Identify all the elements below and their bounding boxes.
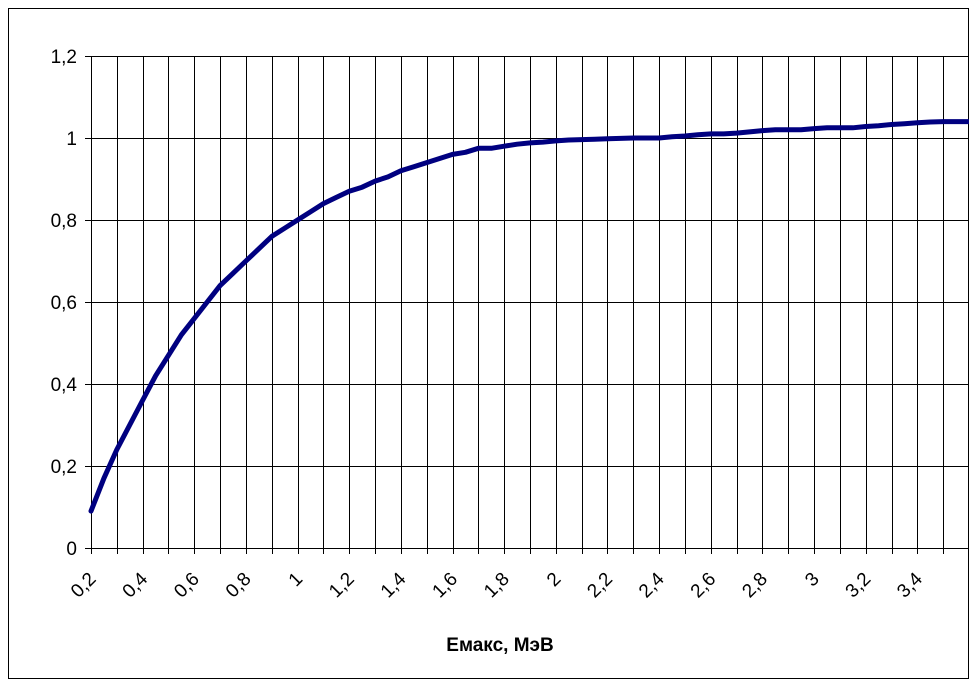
series-line <box>88 119 969 514</box>
y-tick-label: 1,2 <box>51 47 77 68</box>
chart-frame: 0 0,2 0,4 0,6 0,8 1 1,2 0,2 0,4 0,6 0,8 1 1,2 1,4 1,6… <box>8 8 969 679</box>
series <box>88 119 969 514</box>
y-axis-ticks: 0 0,2 0,4 0,6 0,8 1 1,2 <box>51 47 78 560</box>
y-tick-label: 0,8 <box>51 211 77 232</box>
y-tick-label: 1 <box>66 129 77 150</box>
line-chart: 00,20,40,60,811,2 0,2 0,4 0,6 0,8 1 1,2 1,4 1,6… <box>8 8 969 679</box>
x-axis-title: Емакс, МэВ <box>446 635 553 656</box>
y-tick-label: 0,4 <box>51 375 78 396</box>
y-tick-label: 0 <box>66 539 77 560</box>
axes <box>85 56 969 554</box>
y-tick-label: 0,2 <box>51 457 77 478</box>
y-tick-label: 0,6 <box>51 293 77 314</box>
